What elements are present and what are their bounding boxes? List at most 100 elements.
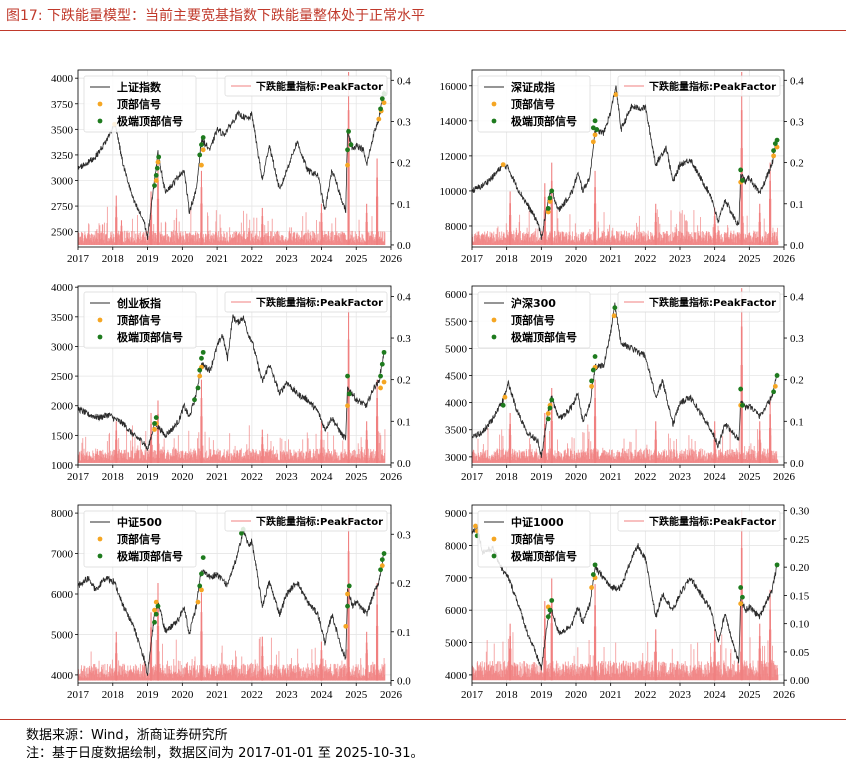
extreme-signal-point	[199, 355, 204, 361]
y2-tick-label: 0.0	[397, 240, 411, 252]
x-tick-label: 2022	[241, 689, 263, 701]
y2-tick-label: 0.4	[397, 291, 411, 303]
x-tick-label: 2021	[600, 471, 622, 483]
x-tick-label: 2021	[206, 253, 228, 265]
top-signal-point	[153, 599, 159, 605]
legend-energy-label: 下跌能量指标:PeakFactor	[649, 296, 776, 309]
index-line	[77, 526, 385, 676]
x-tick-label: 2018	[496, 253, 519, 265]
extreme-signal-point	[378, 373, 383, 379]
y2-tick-label: 0.3	[790, 333, 804, 345]
legend-top-label: 顶部信号	[511, 313, 555, 327]
y-tick-label: 4000	[51, 73, 74, 85]
y2-tick-label: 0.0	[790, 458, 804, 470]
y-tick-label: 10000	[440, 186, 468, 198]
extreme-signal-point	[612, 305, 618, 311]
extreme-signal-point	[200, 349, 206, 355]
extreme-signal-point	[738, 167, 744, 173]
y2-tick-label: 0.4	[790, 291, 804, 303]
x-tick-label: 2020	[565, 253, 588, 265]
top-signal-point	[590, 139, 596, 145]
y2-tick-label: 0.4	[790, 75, 804, 87]
legend-box-right	[617, 75, 781, 97]
legend-extreme-label: 极端顶部信号	[117, 549, 183, 563]
y-tick-label: 7000	[51, 549, 74, 561]
top-signal-point	[199, 162, 204, 168]
y-tick-label: 3500	[51, 124, 74, 136]
extreme-signal-point	[200, 135, 206, 140]
extreme-signal-point	[192, 397, 197, 403]
axes-frame	[77, 69, 392, 248]
top-signal-point	[152, 427, 157, 432]
y-tick-label: 5000	[445, 343, 468, 355]
extreme-signal-point	[345, 373, 350, 379]
legend-box-right	[224, 75, 388, 97]
top-signal-point	[345, 162, 350, 168]
extreme-signal-point	[378, 567, 383, 573]
extreme-signal-point	[381, 551, 387, 556]
index-line	[472, 302, 778, 458]
y-tick-label: 14000	[440, 116, 468, 128]
x-tick-label: 2020	[565, 471, 588, 483]
legend-top-swatch	[97, 101, 103, 107]
legend-extreme-swatch	[97, 553, 103, 559]
legend-extreme-label: 极端顶部信号	[511, 330, 577, 344]
legend-index-label: 上证指数	[117, 80, 162, 94]
x-tick-label: 2024	[310, 253, 333, 265]
x-tick-label: 2018	[102, 253, 125, 265]
legend-index-label: 沪深300	[511, 296, 556, 310]
x-tick-label: 2020	[171, 471, 194, 483]
y2-tick-label: 0.1	[397, 627, 411, 639]
x-tick-label: 2025	[738, 471, 761, 483]
legend-extreme-swatch	[97, 118, 103, 124]
y-tick-label: 2750	[51, 201, 74, 213]
y-tick-label: 4000	[51, 670, 74, 682]
y2-tick-label: 0.0	[790, 240, 804, 252]
top-rule	[0, 30, 846, 31]
x-tick-label: 2024	[704, 471, 727, 483]
legend-extreme-label: 极端顶部信号	[117, 114, 183, 128]
y-tick-label: 12000	[440, 151, 468, 163]
x-tick-label: 2022	[634, 253, 656, 265]
y-tick-label: 3250	[51, 150, 74, 162]
top-signal-point	[545, 209, 551, 215]
extreme-signal-point	[740, 402, 745, 408]
y-tick-label: 8000	[51, 508, 74, 520]
extreme-signal-point	[199, 571, 204, 577]
top-signal-point	[547, 199, 553, 204]
top-signal-point	[611, 313, 617, 319]
extreme-signal-point	[195, 385, 201, 391]
axes-frame	[471, 69, 785, 248]
y-tick-label: 3000	[445, 452, 468, 464]
figure-title: 图17: 下跌能量模型：当前主要宽基指数下跌能量整体处于正常水平	[6, 8, 425, 24]
legend-index-label: 中证500	[117, 515, 162, 529]
x-tick-label: 2017	[461, 471, 484, 483]
top-signal-point	[155, 159, 161, 165]
extreme-signal-point	[545, 416, 551, 422]
x-tick-label: 2019	[137, 471, 160, 483]
extreme-signal-point	[197, 583, 203, 589]
extreme-signal-point	[549, 188, 555, 194]
x-tick-label: 2023	[276, 471, 299, 483]
extreme-signal-point	[774, 137, 780, 143]
x-tick-label: 2019	[530, 253, 553, 265]
y-tick-label: 1500	[51, 430, 74, 442]
extreme-signal-point	[771, 389, 776, 395]
x-tick-label: 2018	[102, 689, 125, 701]
legend-top-label: 顶部信号	[117, 97, 161, 111]
y-tick-label: 5500	[445, 316, 468, 328]
x-tick-label: 2023	[669, 253, 692, 265]
extreme-signal-point	[346, 128, 351, 134]
top-signal-point	[379, 563, 385, 569]
legend-box	[83, 75, 197, 133]
top-signal-point	[343, 623, 349, 629]
energy-bars	[77, 304, 386, 463]
legend-box-right	[617, 291, 781, 313]
legend-top-swatch	[97, 317, 103, 323]
y-tick-label: 3000	[51, 175, 74, 187]
energy-bars	[471, 288, 779, 463]
y-tick-label: 3500	[51, 312, 74, 324]
extreme-signal-point	[346, 583, 352, 589]
top-signal-point	[197, 373, 203, 379]
